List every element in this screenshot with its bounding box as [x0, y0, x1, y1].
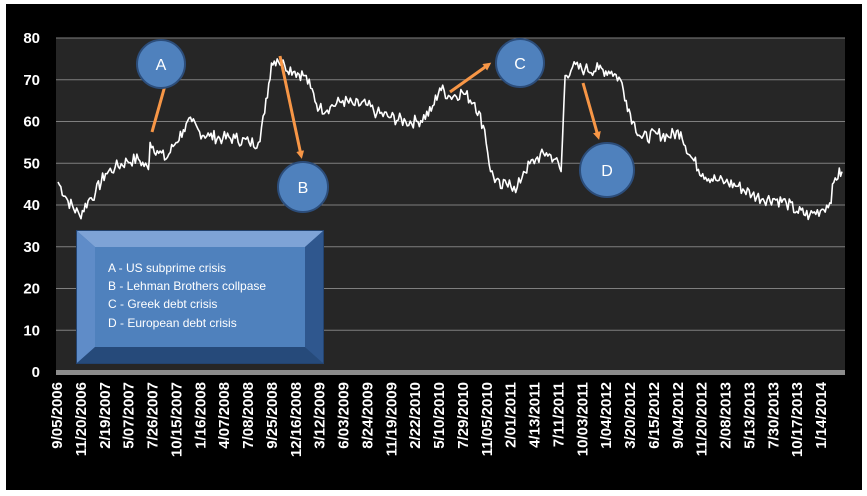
x-tick-label: 9/04/2012 [670, 382, 687, 449]
x-tick-label: 5/07/2007 [121, 382, 138, 449]
y-tick-label: 80 [23, 30, 40, 47]
annotation-marker-label: C [514, 56, 526, 73]
y-tick-label: 0 [32, 364, 40, 381]
x-tick-label: 7/08/2008 [240, 382, 257, 449]
series-line [57, 58, 843, 221]
x-tick-label: 8/24/2009 [359, 382, 376, 449]
x-axis-band [56, 370, 845, 375]
annotation-marker-d: D [579, 142, 635, 198]
series-group [57, 58, 843, 221]
legend-box-inner [95, 247, 305, 347]
x-tick-label: 2/19/2007 [97, 382, 114, 449]
y-tick-label: 40 [23, 197, 40, 214]
annotation-marker-shape [277, 161, 329, 213]
y-tick-label: 10 [23, 322, 40, 339]
y-tick-label: 70 [23, 72, 40, 89]
legend-bevel-bottom [77, 347, 323, 363]
legend-bevel-right [305, 231, 323, 363]
legend-item-a: A - US subprime crisis [108, 261, 226, 275]
annotation-marker-shape [136, 39, 186, 89]
legend-box: A - US subprime crisis B - Lehman Brothe… [76, 230, 324, 364]
x-tick-label: 4/07/2008 [216, 382, 233, 449]
x-tick-label: 1/04/2012 [598, 382, 615, 449]
x-tick-label: 11/19/2009 [383, 382, 400, 456]
x-tick-label: 1/16/2008 [192, 382, 209, 449]
x-tick-label: 3/20/2012 [622, 382, 639, 449]
x-tick-label: 5/13/2013 [741, 382, 758, 449]
x-tick-label: 7/26/2007 [145, 382, 162, 449]
x-tick-label: 7/11/2011 [550, 382, 567, 447]
annotation-arrow [581, 82, 601, 140]
x-tick-label: 10/15/2007 [168, 382, 185, 457]
annotation-arrows [150, 55, 601, 159]
legend-item-c: C - Greek debt crisis [108, 297, 217, 311]
annotation-markers: A B C D [136, 38, 635, 213]
x-tick-label: 6/15/2012 [646, 382, 663, 449]
x-tick-label: 7/30/2013 [765, 382, 782, 449]
x-tick-label: 11/20/2006 [73, 382, 90, 456]
x-tick-label: 2/01/2011 [503, 382, 520, 448]
x-tick-label: 2/22/2010 [407, 382, 424, 449]
x-tick-label: 11/20/2012 [694, 382, 711, 456]
x-tick-label: 12/16/2008 [288, 382, 305, 457]
annotation-arrow [150, 78, 169, 133]
annotation-marker-label: B [298, 180, 309, 197]
x-tick-label: 10/03/2011 [574, 382, 591, 456]
x-tick-label: 7/29/2010 [455, 382, 472, 449]
legend-item-d: D - European debt crisis [108, 316, 237, 330]
y-tick-label: 20 [23, 281, 40, 298]
annotation-marker-label: A [156, 57, 167, 74]
legend-bevel-top [77, 231, 323, 247]
annotation-marker-shape [579, 142, 635, 198]
x-tick-label: 3/12/2009 [312, 382, 329, 449]
legend-item-b: B - Lehman Brothers collpase [108, 279, 266, 293]
y-tick-label: 30 [23, 239, 40, 256]
annotation-marker-shape [495, 38, 545, 88]
annotation-arrow [278, 55, 305, 159]
x-tick-label: 11/05/2010 [479, 382, 496, 456]
y-tick-label: 50 [23, 155, 40, 172]
x-tick-label: 10/17/2013 [789, 382, 806, 457]
x-tick-label: 9/25/2008 [264, 382, 281, 449]
x-tick-label: 4/13/2011 [527, 382, 544, 448]
annotation-marker-b: B [277, 161, 329, 213]
annotation-marker-label: D [601, 163, 613, 180]
annotation-marker-c: C [495, 38, 545, 88]
x-axis: 9/05/2006 11/20/2006 2/19/2007 5/07/2007 7/2… [49, 381, 830, 457]
y-tick-label: 60 [23, 114, 40, 131]
y-axis: 0 10 20 30 40 50 60 70 80 [23, 30, 40, 381]
legend-bevel-left [77, 231, 95, 363]
x-tick-label: 9/05/2006 [49, 382, 66, 449]
x-tick-label: 6/03/2009 [336, 382, 353, 449]
x-tick-label: 5/10/2010 [431, 382, 448, 449]
x-tick-label: 2/08/2013 [718, 382, 735, 449]
annotation-marker-a: A [136, 39, 186, 89]
annotation-arrow [449, 62, 492, 94]
x-tick-label: 1/14/2014 [813, 381, 830, 448]
